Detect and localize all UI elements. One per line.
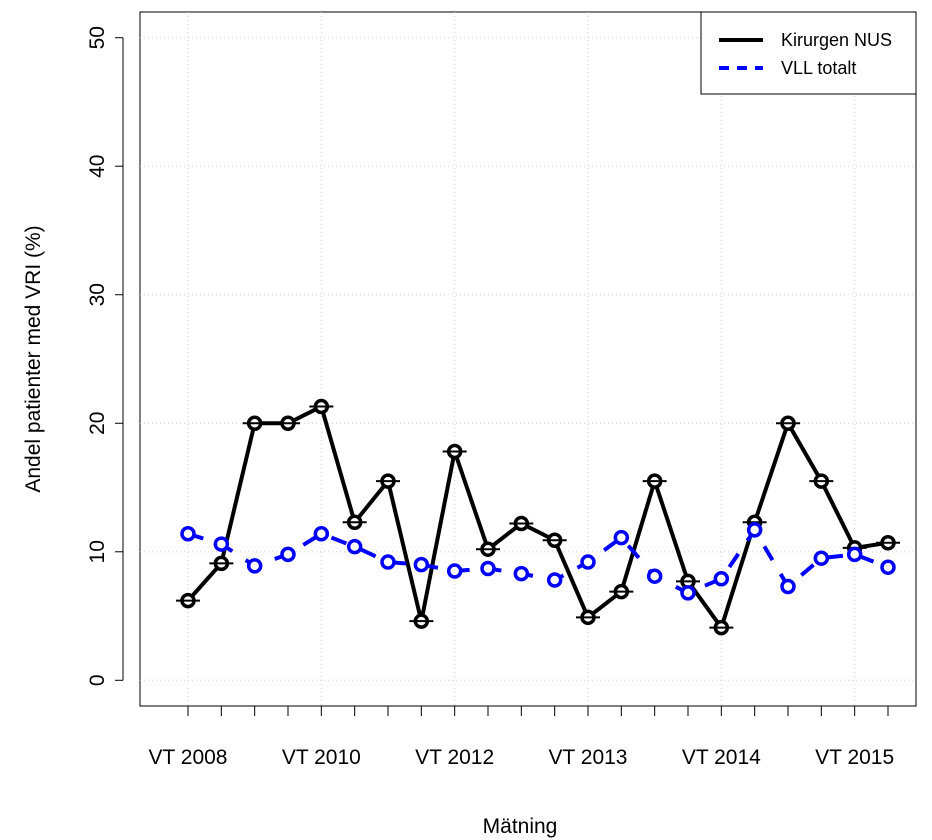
- x-axis-label: Mätning: [483, 815, 558, 838]
- data-point: [780, 578, 796, 595]
- plot-frame: [139, 11, 917, 707]
- x-tick-label: VT 2008: [148, 746, 227, 769]
- x-tick-label: VT 2014: [682, 746, 761, 769]
- legend-label: VLL totalt: [781, 58, 856, 78]
- x-tick-label: VT 2012: [415, 746, 494, 769]
- y-tick-label: 10: [86, 540, 109, 563]
- data-point: [713, 571, 730, 587]
- data-point: [180, 526, 196, 542]
- y-tick-label: 50: [86, 26, 109, 49]
- y-axis-label: Andel patienter med VRI (%): [22, 225, 45, 492]
- data-point: [880, 559, 896, 575]
- data-point: [213, 536, 230, 552]
- data-point: [346, 538, 363, 555]
- y-tick-label: 40: [86, 155, 109, 178]
- data-point: [646, 568, 663, 584]
- data-point: [680, 585, 696, 601]
- data-point: [513, 565, 530, 582]
- series-line: [187, 526, 889, 596]
- data-point: [246, 558, 263, 574]
- y-tick-label: 0: [86, 674, 109, 686]
- data-point: [480, 560, 496, 577]
- data-point: [280, 546, 296, 563]
- x-tick-label: VT 2010: [282, 746, 361, 769]
- data-point: [746, 522, 763, 538]
- data-point: [313, 526, 330, 542]
- x-tick-label: VT 2015: [815, 746, 894, 769]
- data-point: [546, 572, 563, 588]
- data-point: [380, 554, 396, 570]
- data-point: [580, 554, 596, 570]
- data-point: [613, 529, 630, 546]
- data-point: [413, 556, 430, 573]
- series-line: [186, 403, 889, 633]
- y-tick-label: 20: [86, 412, 109, 435]
- y-tick-label: 30: [86, 283, 109, 306]
- x-tick-label: VT 2013: [548, 746, 627, 769]
- data-point: [446, 563, 463, 579]
- legend-box: [700, 11, 917, 95]
- data-point: [813, 550, 830, 566]
- legend-label: Kirurgen NUS: [781, 30, 892, 50]
- data-point: [846, 546, 863, 563]
